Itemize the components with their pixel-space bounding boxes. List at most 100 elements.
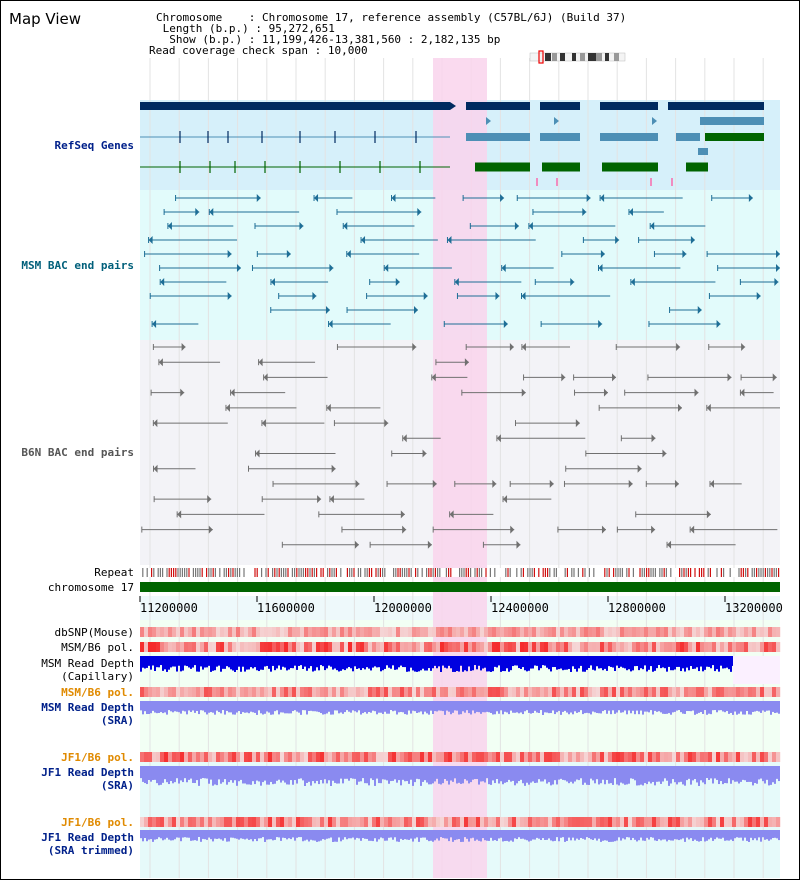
- read-depth-bar: [568, 830, 570, 838]
- axis-tick: 13200000: [725, 601, 783, 615]
- polymorphism-cell: [616, 627, 621, 637]
- polymorphism-cell: [528, 817, 533, 827]
- repeat-element: [771, 568, 773, 577]
- polymorphism-cell: [664, 687, 669, 697]
- read-depth-bar: [512, 701, 514, 713]
- repeat-element: [223, 568, 225, 577]
- polymorphism-cell: [472, 642, 477, 652]
- read-depth-bar: [230, 656, 232, 670]
- polymorphism-cell: [252, 817, 257, 827]
- read-depth-bar: [296, 701, 298, 712]
- read-depth-bar: [704, 656, 706, 670]
- polymorphism-cell: [496, 642, 501, 652]
- read-depth-bar: [400, 766, 402, 786]
- read-depth-bar: [236, 766, 238, 786]
- read-depth-bar: [568, 766, 570, 784]
- polymorphism-cell: [488, 687, 493, 697]
- polymorphism-cell: [340, 642, 345, 652]
- read-depth-bar: [456, 766, 458, 784]
- read-depth-bar: [680, 701, 682, 713]
- read-depth-bar: [610, 830, 612, 842]
- polymorphism-cell: [740, 687, 745, 697]
- polymorphism-cell: [276, 687, 281, 697]
- polymorphism-cell: [556, 687, 561, 697]
- polymorphism-cell: [232, 817, 237, 827]
- read-depth-bar: [344, 701, 346, 713]
- read-depth-bar: [490, 656, 492, 672]
- read-depth-bar: [444, 766, 446, 780]
- read-depth-bar: [604, 830, 606, 841]
- read-depth-bar: [360, 766, 362, 782]
- read-depth-bar: [166, 830, 168, 838]
- polymorphism-cell: [348, 752, 353, 762]
- read-depth-bar: [640, 656, 642, 669]
- polymorphism-cell: [704, 752, 709, 762]
- repeat-element: [470, 568, 472, 577]
- polymorphism-cell: [720, 687, 725, 697]
- read-depth-bar: [642, 701, 644, 715]
- track-label-msm-bac[interactable]: MSM BAC end pairs: [21, 259, 134, 272]
- polymorphism-cell: [376, 687, 381, 697]
- read-depth-bar: [520, 830, 522, 839]
- gene-arrow: [652, 117, 657, 125]
- read-depth-bar: [774, 766, 776, 784]
- read-depth-bar: [678, 830, 680, 841]
- track-label-refseq[interactable]: RefSeq Genes: [54, 139, 134, 152]
- polymorphism-cell: [168, 817, 173, 827]
- polymorphism-cell: [556, 642, 561, 652]
- read-depth-bar: [722, 701, 724, 712]
- read-depth-bar: [492, 766, 494, 781]
- repeat-element: [296, 568, 298, 577]
- read-depth-bar: [246, 701, 248, 713]
- read-depth-bar: [308, 830, 310, 842]
- read-depth-bar: [276, 701, 278, 711]
- polymorphism-cell: [156, 687, 161, 697]
- read-depth-bar: [150, 830, 152, 840]
- read-depth-bar: [706, 830, 708, 841]
- polymorphism-cell: [280, 642, 285, 652]
- read-depth-bar: [324, 701, 326, 715]
- read-depth-bar: [392, 701, 394, 712]
- polymorphism-cell: [748, 627, 753, 637]
- read-depth-bar: [182, 701, 184, 711]
- polymorphism-cell: [772, 817, 777, 827]
- polymorphism-cell: [700, 817, 705, 827]
- polymorphism-cell: [476, 627, 481, 637]
- read-depth-bar: [260, 701, 262, 714]
- ideogram-band: [560, 53, 565, 61]
- polymorphism-cell: [576, 817, 581, 827]
- msm-bac-pair-arrow: [395, 278, 400, 286]
- repeat-element: [181, 568, 183, 577]
- repeat-element: [604, 568, 606, 577]
- gene-exon: [698, 148, 708, 155]
- polymorphism-cell: [636, 752, 641, 762]
- read-depth-bar: [348, 656, 350, 668]
- track-label-b6n-bac[interactable]: B6N BAC end pairs: [21, 446, 134, 459]
- read-depth-bar: [604, 656, 606, 669]
- polymorphism-cell: [440, 642, 445, 652]
- read-depth-bar: [562, 766, 564, 780]
- read-depth-bar: [176, 830, 178, 838]
- polymorphism-cell: [600, 627, 605, 637]
- polymorphism-cell: [276, 817, 281, 827]
- msm-bac-pair-arrow: [343, 222, 348, 230]
- repeat-element: [186, 568, 188, 577]
- polymorphism-cell: [676, 752, 681, 762]
- polymorphism-cell: [516, 642, 521, 652]
- repeat-element: [538, 568, 540, 577]
- read-depth-bar: [422, 830, 424, 838]
- read-depth-bar: [536, 701, 538, 713]
- read-depth-bar: [236, 830, 238, 839]
- read-depth-bar: [346, 701, 348, 711]
- polymorphism-cell: [216, 752, 221, 762]
- read-depth-bar: [308, 701, 310, 711]
- read-depth-bar: [152, 701, 154, 711]
- read-depth-bar: [478, 701, 480, 713]
- read-depth-bar: [744, 701, 746, 715]
- read-depth-bar: [576, 766, 578, 780]
- read-depth-bar: [636, 766, 638, 786]
- read-depth-bar: [222, 701, 224, 711]
- chromosome-bar: [140, 582, 780, 592]
- polymorphism-cell: [704, 817, 709, 827]
